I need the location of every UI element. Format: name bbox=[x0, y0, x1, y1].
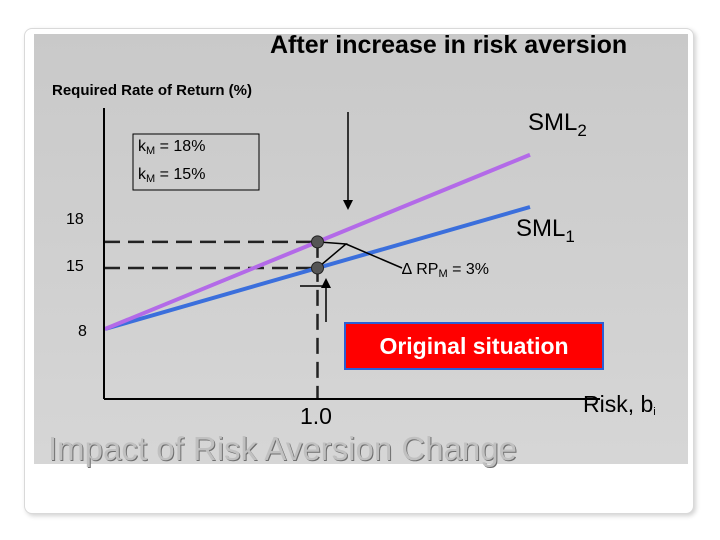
rpm-prefix: ∆ RP bbox=[402, 261, 439, 278]
km-18-sub: M bbox=[146, 145, 156, 157]
annotation-km-15: kM = 15% bbox=[138, 166, 206, 186]
km-15-sub: M bbox=[146, 173, 156, 185]
x-tick-label-1: 1.0 bbox=[300, 403, 332, 429]
y-tick-label-15: 15 bbox=[66, 258, 84, 275]
rpm-leader bbox=[345, 243, 403, 269]
series-label-sml2-sub: 2 bbox=[577, 121, 587, 140]
series-label-sml2: SML2 bbox=[528, 110, 587, 140]
km-15-text: = 15% bbox=[155, 166, 206, 183]
annotation-risk-aversion: After increase in risk aversion bbox=[270, 31, 628, 59]
km-15-k: k bbox=[138, 166, 146, 183]
x-axis-label: Risk, bi bbox=[583, 392, 656, 419]
y-tick-label-8: 8 bbox=[78, 323, 87, 340]
series-label-sml2-name: SML bbox=[528, 109, 578, 136]
series-label-sml1: SML1 bbox=[516, 216, 575, 246]
y-axis-label: Required Rate of Return (%) bbox=[52, 82, 253, 99]
series-label-sml1-name: SML bbox=[516, 215, 566, 242]
km-18-text: = 18% bbox=[155, 138, 206, 155]
arrow-callout-line bbox=[300, 285, 327, 322]
y-tick-label-18: 18 bbox=[66, 211, 84, 228]
series-label-sml1-sub: 1 bbox=[565, 227, 575, 246]
data-point-18 bbox=[311, 235, 324, 249]
chart-panel bbox=[34, 34, 688, 464]
annotation-km-18: kM = 18% bbox=[138, 138, 206, 158]
rpm-sub: M bbox=[438, 268, 448, 280]
callout-original-situation: Original situation bbox=[344, 322, 604, 370]
annotation-rpm: ∆ RPM = 3% bbox=[402, 261, 489, 281]
km-label-box bbox=[132, 133, 260, 191]
x-axis-label-text: Risk, b bbox=[583, 391, 654, 417]
slide-title: Impact of Risk Aversion Change bbox=[48, 430, 517, 467]
x-axis-label-sub: i bbox=[653, 406, 656, 418]
rpm-text: = 3% bbox=[447, 261, 489, 278]
data-point-15 bbox=[311, 261, 324, 275]
km-18-k: k bbox=[138, 138, 146, 155]
